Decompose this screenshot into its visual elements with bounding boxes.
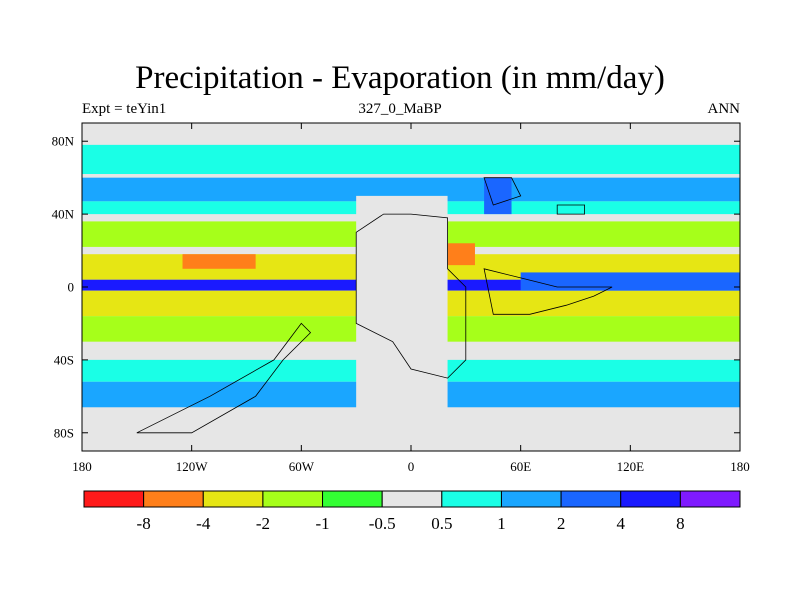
colorbar-box bbox=[679, 490, 741, 508]
y-tick-label: 80S bbox=[54, 425, 74, 440]
coastline bbox=[556, 204, 585, 215]
x-tick-label: 120W bbox=[176, 459, 209, 474]
x-tick-label: 0 bbox=[408, 459, 415, 474]
colorbar-label: -1 bbox=[315, 514, 329, 533]
colorbar-box bbox=[560, 490, 622, 508]
colorbar-box bbox=[441, 490, 502, 508]
colorbar-box bbox=[620, 490, 681, 508]
x-tick-label: 60W bbox=[289, 459, 315, 474]
axis-layer: 180 120W 60W 0 60E 120E 180 80N 40N 0 40S 80S bbox=[52, 123, 750, 474]
field-region bbox=[447, 243, 475, 266]
season-label: ANN bbox=[707, 101, 741, 117]
colorbar-box bbox=[83, 490, 145, 508]
chart-title: Precipitation - Evaporation (in mm/day) bbox=[135, 60, 665, 96]
colorbar-label: -4 bbox=[196, 514, 211, 533]
colorbar-label: -0.5 bbox=[369, 514, 396, 533]
colorbar-box bbox=[143, 490, 204, 508]
field-region bbox=[82, 177, 740, 202]
colorbar-label: -8 bbox=[137, 514, 151, 533]
y-tick-label: 40S bbox=[54, 352, 74, 367]
x-tick-label: 180 bbox=[72, 459, 92, 474]
colorbar-box bbox=[381, 490, 443, 508]
period-label: 327_0_MaBP bbox=[358, 101, 442, 117]
field-layer bbox=[82, 144, 740, 433]
coastline bbox=[483, 177, 522, 206]
field-region bbox=[356, 195, 448, 433]
colorbar-box bbox=[202, 490, 264, 508]
colorbar-label: 4 bbox=[616, 514, 625, 533]
colorbar: -8 -4 -2 -1 -0.5 0.5 1 2 4 8 bbox=[83, 490, 741, 533]
colorbar-label: 8 bbox=[676, 514, 685, 533]
y-tick-label: 0 bbox=[68, 280, 75, 295]
colorbar-box bbox=[262, 490, 324, 508]
field-region bbox=[520, 272, 740, 291]
colorbar-label: 0.5 bbox=[431, 514, 452, 533]
x-tick-label: 180 bbox=[730, 459, 750, 474]
field-region bbox=[182, 254, 256, 269]
coastline bbox=[136, 322, 312, 434]
coastline-layer bbox=[136, 177, 613, 434]
y-tick-label: 80N bbox=[52, 134, 75, 149]
x-tick-label: 60E bbox=[510, 459, 531, 474]
colorbar-label: 2 bbox=[557, 514, 566, 533]
colorbar-box bbox=[500, 490, 562, 508]
coastline bbox=[483, 268, 613, 315]
y-tick-label: 40N bbox=[52, 207, 75, 222]
experiment-label: Expt = teYin1 bbox=[82, 101, 167, 117]
coastline bbox=[355, 213, 467, 379]
colorbar-label: 1 bbox=[497, 514, 506, 533]
x-tick-label: 120E bbox=[617, 459, 645, 474]
field-region bbox=[82, 144, 740, 175]
colorbar-box bbox=[322, 490, 383, 508]
colorbar-label: -2 bbox=[256, 514, 270, 533]
field-region bbox=[484, 177, 512, 215]
